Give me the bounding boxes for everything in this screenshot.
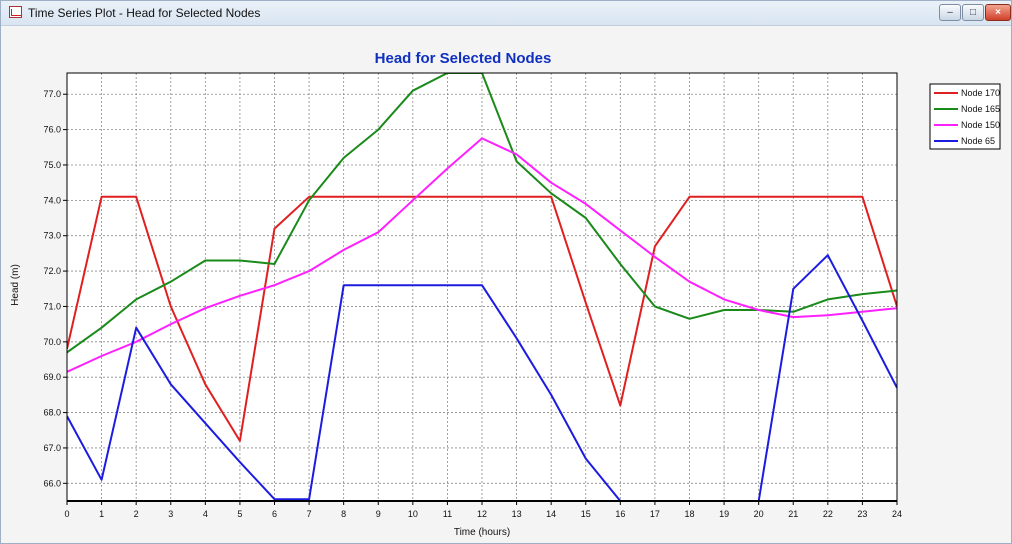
series-line-node-170 xyxy=(67,195,897,442)
window-title: Time Series Plot - Head for Selected Nod… xyxy=(28,6,261,20)
legend-label-node-65: Node 65 xyxy=(961,136,995,146)
x-tick-label: 9 xyxy=(376,509,381,519)
legend-label-node-170: Node 170 xyxy=(961,88,1000,98)
x-tick-label: 24 xyxy=(892,509,902,519)
y-tick-label: 75.0 xyxy=(43,160,61,170)
x-tick-label: 11 xyxy=(443,509,452,519)
x-tick-label: 16 xyxy=(615,509,625,519)
y-tick-label: 74.0 xyxy=(43,195,61,205)
x-tick-label: 4 xyxy=(203,509,208,519)
minimize-button[interactable]: – xyxy=(939,4,961,21)
y-tick-label: 71.0 xyxy=(43,301,61,311)
y-tick-label: 77.0 xyxy=(43,89,61,99)
head-time-series-chart: Head for Selected Nodes 0 1 2 3 4 5 6 7 8 9 10 11 12… xyxy=(1,26,1011,543)
maximize-button[interactable]: □ xyxy=(962,4,984,21)
x-tick-label: 10 xyxy=(408,509,418,519)
x-tick-label: 3 xyxy=(168,509,173,519)
x-tick-label: 1 xyxy=(99,509,104,519)
x-tick-label: 15 xyxy=(581,509,591,519)
chart-app-icon xyxy=(9,6,22,18)
x-tick-label: 7 xyxy=(307,509,312,519)
legend-label-node-150: Node 150 xyxy=(961,120,1000,130)
y-tick-label: 69.0 xyxy=(43,372,61,382)
series-line-node-65 xyxy=(67,254,897,501)
x-tick-label: 8 xyxy=(341,509,346,519)
y-tick-label: 68.0 xyxy=(43,408,61,418)
y-tick-label: 66.0 xyxy=(43,478,61,488)
y-tick-label: 70.0 xyxy=(43,337,61,347)
window-titlebar[interactable]: Time Series Plot - Head for Selected Nod… xyxy=(1,1,1011,26)
x-tick-label: 14 xyxy=(546,509,556,519)
y-tick-label: 67.0 xyxy=(43,443,61,453)
x-tick-label: 6 xyxy=(272,509,277,519)
x-tick-label: 23 xyxy=(857,509,867,519)
y-axis-ticks: 66.0 67.0 68.0 69.0 70.0 71.0 72.0 73.0 74.0 75.0… xyxy=(43,89,67,488)
x-axis-ticks: 0 1 2 3 4 5 6 7 8 9 10 11 12 13 14 15 16 17 18 19 20 21 22 23 24 xyxy=(64,501,902,519)
x-tick-label: 0 xyxy=(64,509,69,519)
series-line-node-150 xyxy=(67,137,897,373)
y-tick-label: 73.0 xyxy=(43,231,61,241)
legend-label-node-165: Node 165 xyxy=(961,104,1000,114)
x-tick-label: 2 xyxy=(134,509,139,519)
x-tick-label: 21 xyxy=(788,509,798,519)
x-tick-label: 5 xyxy=(237,509,242,519)
x-tick-label: 22 xyxy=(823,509,833,519)
x-tick-label: 18 xyxy=(684,509,694,519)
close-button[interactable]: × xyxy=(985,4,1011,21)
legend-box xyxy=(929,83,1001,150)
x-tick-label: 19 xyxy=(719,509,729,519)
x-tick-label: 20 xyxy=(754,509,764,519)
series-lines xyxy=(67,73,897,501)
x-tick-label: 12 xyxy=(477,509,487,519)
x-tick-label: 17 xyxy=(650,509,660,519)
y-tick-label: 76.0 xyxy=(43,125,61,135)
chart-title: Head for Selected Nodes xyxy=(375,50,552,67)
legend: Node 170 Node 165 Node 150 Node 65 xyxy=(929,83,1001,150)
y-tick-label: 72.0 xyxy=(43,266,61,276)
x-tick-label: 13 xyxy=(512,509,522,519)
y-axis-label: Head (m) xyxy=(10,264,21,306)
x-axis-label: Time (hours) xyxy=(454,527,510,538)
